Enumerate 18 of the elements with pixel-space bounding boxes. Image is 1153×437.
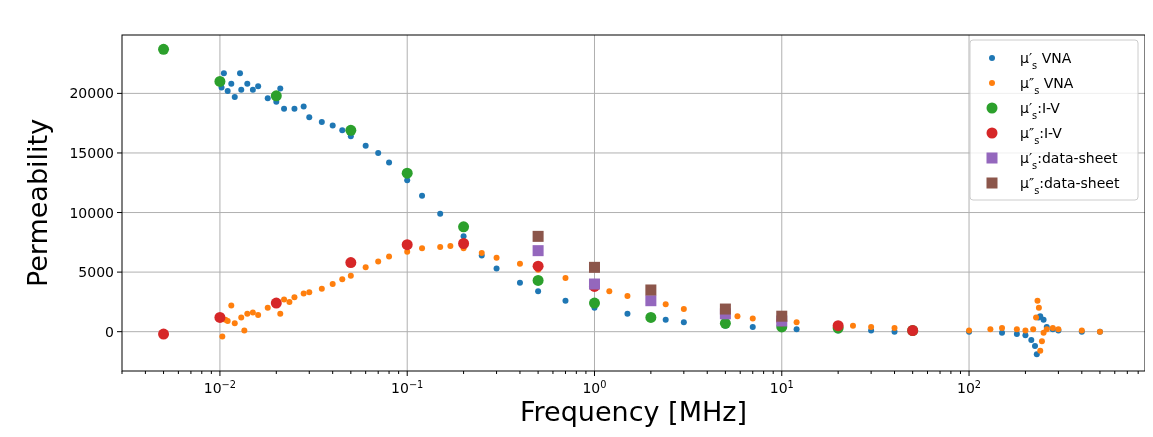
legend-label: μ″$_{s}$:data-sheet [1020, 175, 1120, 196]
legend-label: μ′$_{s}$:data-sheet [1020, 150, 1118, 171]
y-axis-title: Permeability [22, 118, 53, 288]
x-tick-label: 10$^{1}$ [769, 378, 794, 396]
x-tick-label: 10$^{0}$ [582, 378, 607, 396]
y-tick-label: 20000 [69, 85, 114, 102]
y-tick-label: 0 [105, 323, 114, 340]
x-tick-label: 10$^{−1}$ [391, 378, 424, 396]
y-tick-label: 5000 [78, 264, 114, 281]
y-tick-label: 10000 [69, 204, 114, 221]
x-axis-title: Frequency [MHz] [520, 396, 747, 427]
legend-label: μ″$_{s}$ VNA [1020, 75, 1074, 96]
x-tick-label: 10$^{2}$ [957, 378, 982, 396]
y-tick-label: 15000 [69, 144, 114, 161]
legend-label: μ′$_{s}$:I-V [1020, 100, 1061, 121]
x-tick-label: 10$^{−2}$ [203, 378, 237, 396]
legend-label: μ″$_{s}$:I-V [1020, 125, 1063, 146]
legend-label: μ′$_{s}$ VNA [1020, 50, 1072, 71]
